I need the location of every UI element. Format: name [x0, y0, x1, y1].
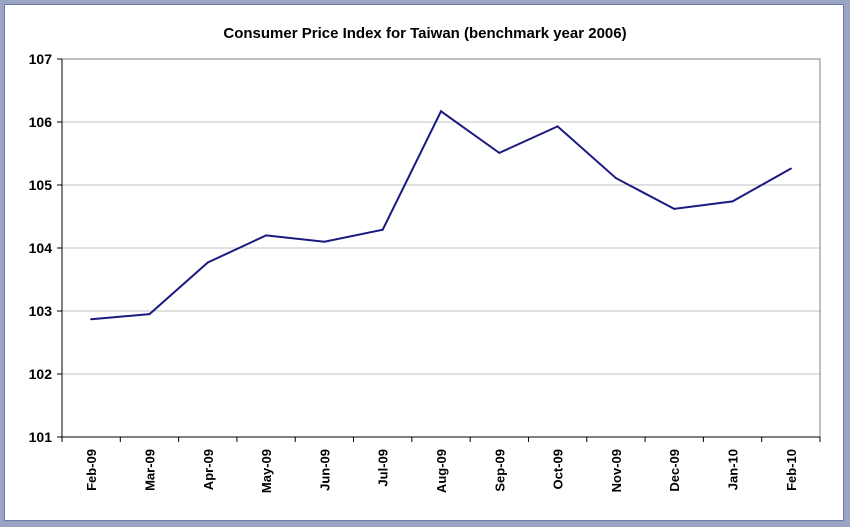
x-tick-label: Oct-09 — [551, 449, 566, 489]
chart-title: Consumer Price Index for Taiwan (benchma… — [223, 25, 626, 42]
x-tick-label: Feb-09 — [84, 449, 99, 491]
x-tick-label: Feb-10 — [784, 449, 799, 491]
data-point — [789, 167, 792, 170]
data-point — [673, 207, 676, 210]
data-point — [323, 240, 326, 243]
x-tick-label: Jan-10 — [726, 449, 741, 490]
x-tick-label: Nov-09 — [609, 449, 624, 492]
x-tick-label: Jul-09 — [376, 449, 391, 487]
data-point — [90, 318, 93, 321]
x-tick-label: May-09 — [259, 449, 274, 493]
cpi-series-line — [91, 109, 792, 321]
y-tick-label: 103 — [29, 303, 53, 319]
data-point — [206, 261, 209, 264]
x-tick-label: Mar-09 — [142, 449, 157, 491]
y-tick-label: 107 — [29, 51, 53, 67]
y-tick-label: 105 — [29, 177, 53, 193]
data-point — [556, 125, 559, 128]
data-point — [614, 177, 617, 180]
y-tick-label: 101 — [29, 429, 53, 445]
y-tick-label: 106 — [29, 114, 53, 130]
data-point — [731, 200, 734, 203]
data-point — [265, 234, 268, 237]
chart-frame — [4, 4, 844, 521]
x-tick-label: Jun-09 — [317, 449, 332, 491]
data-point — [498, 151, 501, 154]
data-point — [440, 110, 442, 113]
grid-lines — [62, 121, 820, 375]
x-tick-label: Apr-09 — [201, 449, 216, 490]
series — [90, 109, 792, 321]
x-tick-label: Aug-09 — [434, 449, 449, 493]
data-point — [381, 228, 384, 231]
x-tick-label: Dec-09 — [667, 449, 682, 492]
x-tick-label: Sep-09 — [492, 449, 507, 492]
y-tick-label: 102 — [29, 366, 53, 382]
axes: 101 102 103 104 105 106 107 Feb-09 Mar-09 Apr-09 M… — [29, 51, 821, 493]
data-point — [148, 313, 151, 316]
y-tick-label: 104 — [29, 240, 53, 256]
